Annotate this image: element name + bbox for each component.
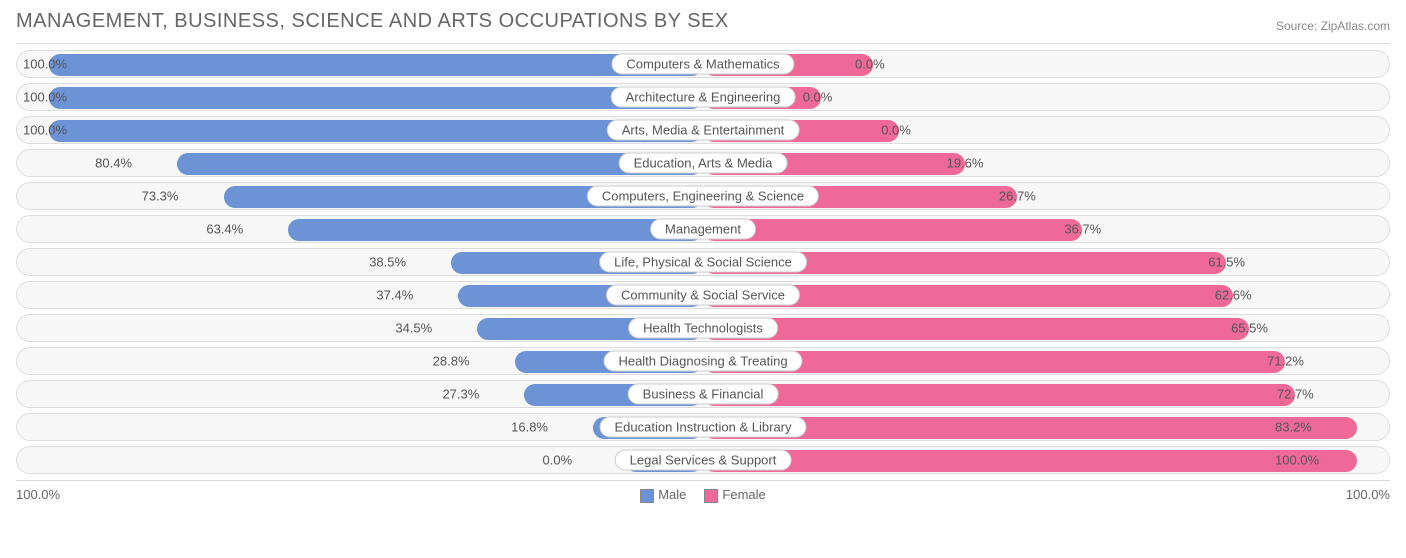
male-pct-label: 34.5% [395, 321, 432, 336]
chart-footer: 100.0% Male Female 100.0% [16, 487, 1390, 503]
male-swatch [640, 489, 654, 503]
chart-row: 100.0% 0.0% Architecture & Engineering [16, 83, 1390, 111]
source-link[interactable]: ZipAtlas.com [1321, 19, 1390, 33]
source-line: Source: ZipAtlas.com [1276, 19, 1390, 33]
chart-row: 38.5% 61.5% Life, Physical & Social Scienc… [16, 248, 1390, 276]
chart-row: 73.3% 26.7% Computers, Engineering & Scien… [16, 182, 1390, 210]
row-category-label: Health Diagnosing & Treating [603, 351, 802, 372]
female-swatch [704, 489, 718, 503]
legend-female: Female [704, 487, 765, 503]
female-pct-label: 0.0% [881, 123, 911, 138]
female-pct-label: 36.7% [1064, 222, 1101, 237]
male-pct-label: 80.4% [95, 156, 132, 171]
female-pct-label: 0.0% [855, 57, 885, 72]
row-category-label: Computers & Mathematics [611, 54, 794, 75]
male-pct-label: 0.0% [543, 453, 573, 468]
female-pct-label: 0.0% [803, 90, 833, 105]
row-category-label: Health Technologists [628, 318, 778, 339]
male-bar [49, 87, 703, 109]
row-category-label: Architecture & Engineering [611, 87, 796, 108]
chart-header: MANAGEMENT, BUSINESS, SCIENCE AND ARTS O… [16, 10, 1390, 33]
female-pct-label: 65.5% [1231, 321, 1268, 336]
female-pct-label: 19.6% [947, 156, 984, 171]
legend-female-label: Female [722, 487, 765, 502]
chart-title: MANAGEMENT, BUSINESS, SCIENCE AND ARTS O… [16, 10, 729, 33]
male-pct-label: 100.0% [23, 123, 67, 138]
male-bar [49, 54, 703, 76]
male-pct-label: 37.4% [376, 288, 413, 303]
female-bar [703, 219, 1082, 241]
row-category-label: Business & Financial [628, 384, 779, 405]
row-category-label: Community & Social Service [606, 285, 800, 306]
female-pct-label: 62.6% [1215, 288, 1252, 303]
chart-row: 100.0% 0.0% Computers & Mathematics [16, 50, 1390, 78]
row-category-label: Computers, Engineering & Science [587, 186, 819, 207]
chart-row: 37.4% 62.6% Community & Social Service [16, 281, 1390, 309]
row-category-label: Legal Services & Support [615, 450, 792, 471]
chart-row: 27.3% 72.7% Business & Financial [16, 380, 1390, 408]
row-category-label: Life, Physical & Social Science [599, 252, 807, 273]
female-bar [703, 318, 1249, 340]
chart-row: 80.4% 19.6% Education, Arts & Media [16, 149, 1390, 177]
legend-male-label: Male [658, 487, 686, 502]
male-pct-label: 38.5% [369, 255, 406, 270]
chart-row: 28.8% 71.2% Health Diagnosing & Treating [16, 347, 1390, 375]
chart-row: 34.5% 65.5% Health Technologists [16, 314, 1390, 342]
source-prefix: Source: [1276, 19, 1321, 33]
female-pct-label: 72.7% [1277, 387, 1314, 402]
row-category-label: Management [650, 219, 756, 240]
legend-male: Male [640, 487, 686, 503]
male-bar [49, 120, 703, 142]
chart-row: 100.0% 0.0% Arts, Media & Entertainment [16, 116, 1390, 144]
male-pct-label: 100.0% [23, 57, 67, 72]
female-bar [703, 384, 1295, 406]
male-pct-label: 28.8% [433, 354, 470, 369]
male-pct-label: 63.4% [206, 222, 243, 237]
female-bar [703, 450, 1357, 472]
chart-row: 0.0% 100.0% Legal Services & Support [16, 446, 1390, 474]
chart-rows-container: 100.0%0.0%Computers & Mathematics100.0%0… [16, 50, 1390, 474]
female-pct-label: 83.2% [1275, 420, 1312, 435]
axis-right-label: 100.0% [1346, 487, 1390, 502]
female-pct-label: 71.2% [1267, 354, 1304, 369]
chart-row: 63.4% 36.7% Management [16, 215, 1390, 243]
female-pct-label: 61.5% [1208, 255, 1245, 270]
male-pct-label: 27.3% [442, 387, 479, 402]
female-pct-label: 100.0% [1275, 453, 1319, 468]
male-pct-label: 100.0% [23, 90, 67, 105]
chart-area: 100.0%0.0%Computers & Mathematics100.0%0… [16, 43, 1390, 481]
row-category-label: Arts, Media & Entertainment [607, 120, 800, 141]
legend: Male Female [640, 487, 766, 503]
axis-left-label: 100.0% [16, 487, 60, 502]
male-pct-label: 73.3% [142, 189, 179, 204]
row-category-label: Education, Arts & Media [619, 153, 788, 174]
male-bar [288, 219, 703, 241]
male-pct-label: 16.8% [511, 420, 548, 435]
row-category-label: Education Instruction & Library [599, 417, 806, 438]
female-pct-label: 26.7% [999, 189, 1036, 204]
chart-row: 16.8% 83.2% Education Instruction & Librar… [16, 413, 1390, 441]
